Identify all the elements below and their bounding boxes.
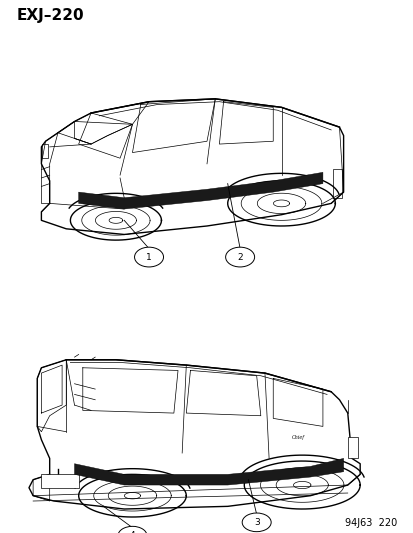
Bar bbox=[41, 474, 78, 488]
Circle shape bbox=[225, 247, 254, 267]
Text: Chief: Chief bbox=[291, 434, 304, 440]
Circle shape bbox=[242, 513, 271, 532]
Polygon shape bbox=[74, 458, 343, 485]
Text: 1: 1 bbox=[146, 253, 152, 262]
Bar bbox=[42, 144, 48, 158]
Circle shape bbox=[118, 527, 147, 533]
Bar bbox=[332, 169, 341, 198]
Bar bbox=[347, 437, 357, 458]
Circle shape bbox=[134, 247, 163, 267]
Text: 2: 2 bbox=[237, 253, 242, 262]
Text: 3: 3 bbox=[253, 518, 259, 527]
Polygon shape bbox=[78, 172, 322, 209]
Text: 94J63  220: 94J63 220 bbox=[344, 518, 396, 528]
Text: 4: 4 bbox=[129, 531, 135, 533]
Text: EXJ–220: EXJ–220 bbox=[17, 9, 84, 23]
